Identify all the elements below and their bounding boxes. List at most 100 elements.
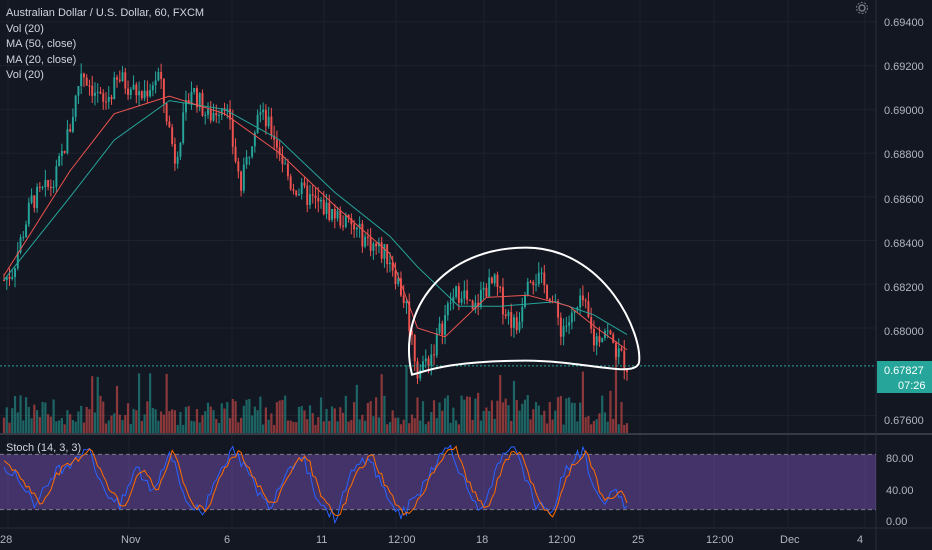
price-tick: 0.69200 [884,61,924,73]
volume-bar [286,420,290,433]
time-axis[interactable]: 28 Nov 6 11 12:00 18 12:00 25 12:00 Dec … [0,534,863,546]
candle-body [322,199,325,215]
candle-body [501,287,504,315]
candle-body [16,252,19,269]
price-tick: 0.68600 [884,194,924,206]
volume-bar [250,415,254,433]
volume-bar [209,406,212,433]
candle-body [154,80,157,86]
gear-icon[interactable] [856,2,868,14]
candle-body [207,109,209,115]
volume-bar [30,418,33,433]
candle-body [446,303,449,316]
candle-body [424,358,427,362]
candle-body [49,186,52,189]
volume-bar [11,408,14,433]
candle-body [8,276,11,279]
candle-body [14,268,16,277]
stoch-legend[interactable]: Stoch (14, 3, 3) [6,442,82,454]
candle-body [306,185,309,206]
candle-body [289,176,292,190]
volume-bar [173,410,177,433]
price-axis[interactable]: 0.69400 0.69200 0.69000 0.68800 0.68600 … [884,17,924,427]
candle-body [240,171,243,191]
volume-bar [556,397,560,433]
volume-bar [22,420,25,433]
candle-body [592,328,595,346]
volume-bar [52,399,55,433]
volume-bar [264,407,267,433]
volume-bar [496,400,499,433]
volume-bar [609,390,612,433]
ma50-line [3,100,628,336]
volume-bar [63,424,66,433]
volume-bar [463,399,466,433]
candle-body [60,150,63,157]
volume-bar [201,415,204,433]
volume-bar [55,421,58,433]
candle-body [52,186,55,189]
candle-body [179,142,182,157]
volume-bar [193,421,196,433]
candle-body [526,281,529,295]
candle-body [350,218,353,225]
time-tick: 12:00 [388,534,416,546]
rounding-bottom-annotation[interactable] [407,246,641,376]
candle-body [537,272,540,285]
indicator-label[interactable]: Vol (20) [6,69,44,81]
volume-bar [592,420,596,433]
time-tick: 12:00 [706,534,734,546]
candle-body [548,299,551,302]
candle-body [91,85,94,96]
candle-body [121,72,124,82]
volume-bar [446,395,449,433]
volume-bar [512,380,516,433]
candle-body [11,276,14,279]
candle-body [286,163,289,177]
indicator-label[interactable]: MA (20, close) [6,53,77,66]
candle-body [66,129,69,154]
candle-body [383,244,386,259]
candle-body [606,330,609,332]
symbol-title[interactable]: Australian Dollar / U.S. Dollar, 60, FXC… [6,7,205,19]
volume-bar [347,421,350,433]
candle-body [623,350,626,370]
candle-body [369,237,372,251]
volume-bar [383,395,386,433]
candle-body [259,112,262,115]
candle-body [584,300,587,302]
candle-body [3,279,5,281]
volume-bar [601,395,604,433]
volume-bar [435,418,438,433]
indicator-label[interactable]: Vol (20) [6,22,44,35]
price-tick: 0.68800 [884,149,924,161]
volume-bar [2,417,6,433]
candle-body [85,77,88,86]
volume-bar [151,407,154,433]
candle-body [375,243,378,247]
volume-bar [228,418,232,433]
candle-body [612,334,615,343]
volume-bar [297,406,301,433]
candle-body [22,237,25,239]
time-tick: 25 [632,534,644,546]
price-tick: 0.68400 [884,238,924,250]
volume-bar [570,402,573,433]
candle-body [521,306,524,322]
candle-body [143,90,146,99]
candle-body [171,127,174,144]
volume-bar [160,411,163,433]
indicator-label[interactable]: MA (50, close) [6,38,77,50]
candle-body [116,77,118,80]
volume-bar [171,409,174,433]
volume-bar [165,373,168,433]
candle-body [419,370,422,379]
volume-bar [300,406,303,433]
candle-body [55,166,58,187]
volume-bar [402,419,405,433]
candle-body [331,208,334,220]
candle-body [328,202,331,220]
time-tick: 12:00 [548,534,576,546]
volume-bar [612,418,615,433]
